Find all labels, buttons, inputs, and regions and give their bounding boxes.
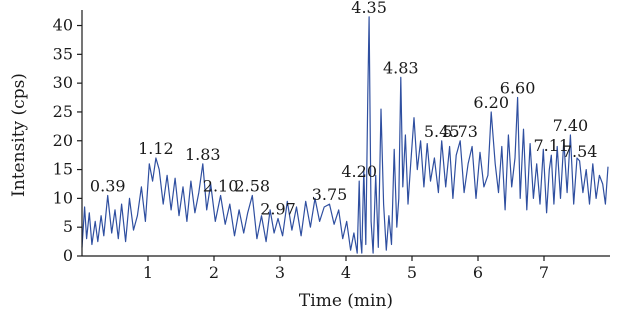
peak-label: 4.35 — [351, 0, 387, 17]
y-axis-title: Intensity (cps) — [9, 73, 29, 197]
peak-label: 7.11 — [533, 136, 569, 155]
peak-label: 6.60 — [500, 79, 536, 98]
x-tick-label: 7 — [539, 263, 549, 282]
x-tick-label: 4 — [341, 263, 351, 282]
y-tick-label: 10 — [53, 188, 73, 207]
peak-label: 7.54 — [562, 142, 598, 161]
peak-labels: 0.39 1.12 1.83 2.102.58 2.97 3.75 4.20 4.35 4.83… — [90, 0, 598, 219]
peak-label: 2.58 — [234, 177, 270, 196]
peak-label: 4.83 — [383, 58, 419, 77]
peak-label: 5.73 — [442, 122, 478, 141]
x-tick-label: 5 — [407, 263, 417, 282]
y-tick-label: 40 — [53, 16, 73, 35]
peak-label: 3.75 — [312, 185, 348, 204]
peak-label: 1.12 — [138, 139, 174, 158]
peak-label: 1.83 — [185, 145, 221, 164]
peak-label: 7.40 — [553, 116, 589, 135]
y-tick-label: 20 — [53, 131, 73, 150]
y-tick-label: 5 — [63, 217, 73, 236]
x-tick-label: 2 — [209, 263, 219, 282]
x-axis-title: Time (min) — [299, 291, 393, 311]
y-tick-label: 0 — [63, 246, 73, 265]
peak-label: 6.20 — [473, 93, 509, 112]
x-tick-label: 1 — [143, 263, 153, 282]
peak-label: 5.45 — [424, 122, 460, 141]
axis-ticks: 1 2 3 4 5 6 7 0 5 10 15 20 25 30 35 40 — [53, 16, 549, 282]
series-line-0 — [81, 16, 609, 254]
axes — [81, 10, 610, 257]
x-tick-label: 3 — [275, 263, 285, 282]
y-tick-label: 35 — [53, 44, 73, 63]
peak-label: 0.39 — [90, 177, 126, 196]
y-tick-label: 25 — [53, 102, 73, 121]
peak-label: 2.97 — [260, 200, 296, 219]
peak-label: 4.20 — [341, 162, 377, 181]
plot-area — [81, 16, 609, 254]
x-tick-label: 6 — [473, 263, 483, 282]
y-tick-label: 30 — [53, 73, 73, 92]
peak-label: 2.10 — [203, 177, 239, 196]
y-tick-label: 15 — [53, 160, 73, 179]
